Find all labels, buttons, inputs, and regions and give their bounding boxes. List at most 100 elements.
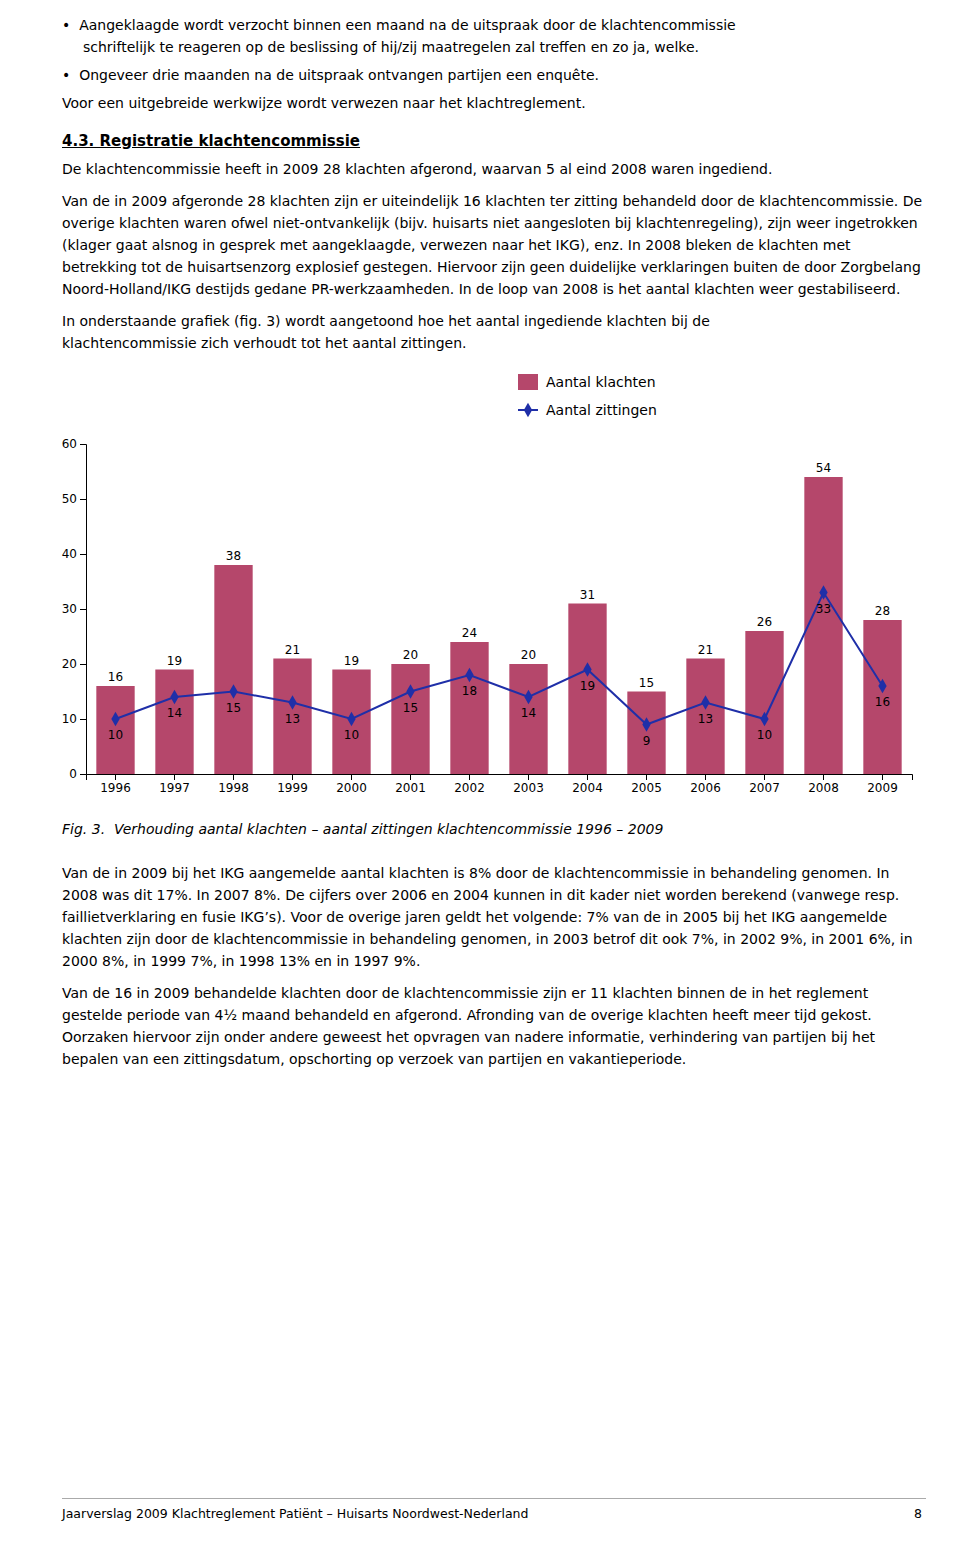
plot-area <box>96 477 901 774</box>
bar <box>332 670 370 775</box>
x-tick: 2006 <box>690 774 721 795</box>
footer-text: Jaarverslag 2009 Klachtreglement Patiënt… <box>62 1506 528 1521</box>
x-tick: 2007 <box>749 774 780 795</box>
tick-mark <box>351 774 352 780</box>
data-label: 13 <box>285 712 300 726</box>
data-label: 54 <box>816 461 831 475</box>
data-label: 18 <box>462 684 477 698</box>
data-label: 19 <box>167 654 182 668</box>
bar <box>155 670 193 775</box>
tick-mark <box>115 774 116 780</box>
tick-label: 2000 <box>336 781 367 795</box>
bar <box>273 659 311 775</box>
text-line: klachtencommissie zich verhoudt tot het … <box>62 332 926 354</box>
tick-label: 2006 <box>690 781 721 795</box>
marker <box>406 684 414 698</box>
x-tick: 2005 <box>631 774 662 795</box>
heading: 4.3. Registratie klachtencommissie <box>62 132 926 150</box>
marker <box>288 695 296 709</box>
bar <box>627 692 665 775</box>
x-tick: 2001 <box>395 774 426 795</box>
text-line: Voor een uitgebreide werkwijze wordt ver… <box>62 92 926 114</box>
marker <box>701 695 709 709</box>
tick-mark <box>80 664 86 665</box>
x-tick: 1996 <box>100 774 131 795</box>
text-line: schriftelijk te reageren op de beslissin… <box>83 36 926 58</box>
x-tick: 2009 <box>867 774 898 795</box>
bar <box>450 642 488 774</box>
tick-label: 2003 <box>513 781 544 795</box>
text-line: De klachtencommissie heeft in 2009 28 kl… <box>62 158 926 180</box>
marker <box>819 585 827 599</box>
bar-series <box>96 477 901 774</box>
tick-mark <box>80 774 86 775</box>
marker <box>760 712 768 726</box>
marker <box>111 712 119 726</box>
tick-label: 50 <box>62 492 77 506</box>
tick-mark <box>646 774 647 780</box>
marker <box>170 690 178 704</box>
tick-mark <box>528 774 529 780</box>
data-label: 19 <box>344 654 359 668</box>
data-label: 21 <box>285 643 300 657</box>
tick-label: 30 <box>62 602 77 616</box>
page-number: 8 <box>914 1506 922 1521</box>
x-tick: 1998 <box>218 774 249 795</box>
data-label: 13 <box>698 712 713 726</box>
data-label: 15 <box>226 701 241 715</box>
x-tick: 2008 <box>808 774 839 795</box>
legend-item: Aantal klachten <box>518 374 656 390</box>
data-label: 10 <box>108 728 123 742</box>
paragraph: Voor een uitgebreide werkwijze wordt ver… <box>62 92 926 114</box>
bar <box>96 686 134 774</box>
tick-label: 60 <box>62 437 77 451</box>
data-label: 21 <box>698 643 713 657</box>
tick-label: 1997 <box>159 781 190 795</box>
data-label: 16 <box>875 695 890 709</box>
data-label: 15 <box>403 701 418 715</box>
data-label: 19 <box>580 679 595 693</box>
markers <box>111 585 886 731</box>
marker <box>642 717 650 731</box>
chart-title: Fig. 3. Verhouding aantal klachten – aan… <box>62 818 926 840</box>
text-line: In onderstaande grafiek (fig. 3) wordt a… <box>62 310 926 332</box>
data-label: 16 <box>108 670 123 684</box>
tick-label: 0 <box>69 767 77 781</box>
bar <box>804 477 842 774</box>
axis-line <box>87 775 913 781</box>
tick-label: 2002 <box>454 781 485 795</box>
tick-label: 2009 <box>867 781 898 795</box>
bar <box>391 664 429 774</box>
tick-mark <box>764 774 765 780</box>
legend-item: Aantal zittingen <box>518 402 657 418</box>
data-labels: 1619382119202420311521265428101415131015… <box>108 461 890 748</box>
legend-marker <box>524 403 532 417</box>
x-tick: 2004 <box>572 774 603 795</box>
tick-mark <box>80 554 86 555</box>
y-tick: 0 <box>69 767 86 781</box>
data-label: 20 <box>403 648 418 662</box>
x-tick: 2003 <box>513 774 544 795</box>
data-label: 14 <box>521 706 536 720</box>
y-tick: 60 <box>62 437 86 451</box>
tick-mark <box>80 444 86 445</box>
x-tick: 2002 <box>454 774 485 795</box>
tick-label: 2007 <box>749 781 780 795</box>
tick-mark <box>882 774 883 780</box>
marker <box>583 662 591 676</box>
paragraph: De klachtencommissie heeft in 2009 28 kl… <box>62 158 926 180</box>
marker <box>465 668 473 682</box>
tick-mark <box>469 774 470 780</box>
data-label: 28 <box>875 604 890 618</box>
data-label: 9 <box>643 734 651 748</box>
bar <box>568 604 606 775</box>
paragraph: • Aangeklaagde wordt verzocht binnen een… <box>62 14 926 58</box>
tick-label: 2001 <box>395 781 426 795</box>
tick-label: 2005 <box>631 781 662 795</box>
data-label: 33 <box>816 602 831 616</box>
tick-mark <box>292 774 293 780</box>
y-tick: 40 <box>62 547 86 561</box>
tick-mark <box>80 719 86 720</box>
tick-label: 1999 <box>277 781 308 795</box>
tick-mark <box>80 499 86 500</box>
